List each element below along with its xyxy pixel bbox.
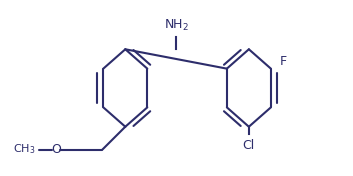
Text: F: F <box>280 55 287 68</box>
Text: NH$_2$: NH$_2$ <box>163 18 189 33</box>
Text: O: O <box>52 143 61 156</box>
Text: CH$_3$: CH$_3$ <box>13 143 35 156</box>
Text: Cl: Cl <box>243 139 255 152</box>
